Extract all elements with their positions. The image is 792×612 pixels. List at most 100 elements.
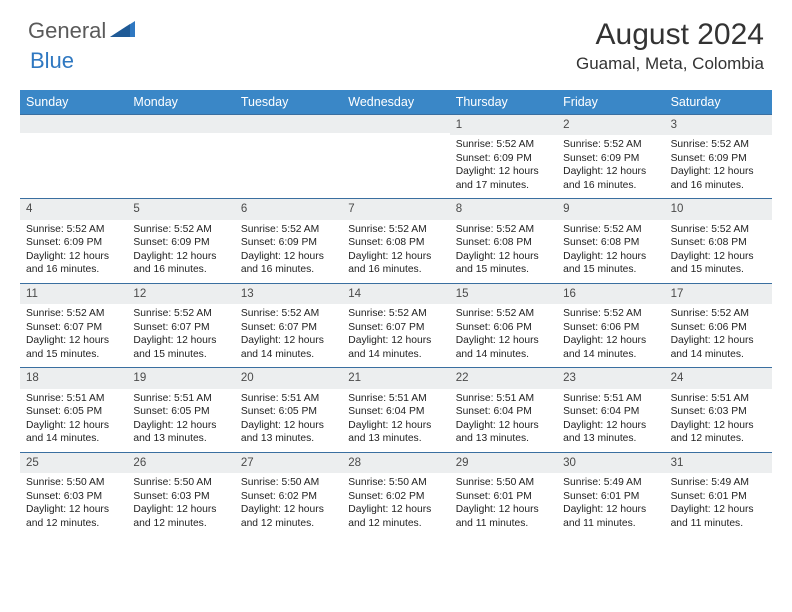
calendar-week-row: 18Sunrise: 5:51 AMSunset: 6:05 PMDayligh… [20,367,772,451]
calendar-day-cell: 17Sunrise: 5:52 AMSunset: 6:06 PMDayligh… [665,284,772,367]
calendar-day-cell: 24Sunrise: 5:51 AMSunset: 6:03 PMDayligh… [665,368,772,451]
weekday-header: Friday [557,90,664,114]
day-details: Sunrise: 5:52 AMSunset: 6:08 PMDaylight:… [342,220,449,283]
day-number: 23 [557,368,664,388]
day-number: 5 [127,199,234,219]
calendar-day-cell: 21Sunrise: 5:51 AMSunset: 6:04 PMDayligh… [342,368,449,451]
logo-triangle-icon [110,18,136,44]
calendar-day-cell: 12Sunrise: 5:52 AMSunset: 6:07 PMDayligh… [127,284,234,367]
calendar-day-cell: 2Sunrise: 5:52 AMSunset: 6:09 PMDaylight… [557,115,664,198]
day-number: 18 [20,368,127,388]
calendar-day-cell: 26Sunrise: 5:50 AMSunset: 6:03 PMDayligh… [127,453,234,536]
calendar-day-cell: 3Sunrise: 5:52 AMSunset: 6:09 PMDaylight… [665,115,772,198]
calendar-day-cell [235,115,342,198]
day-number: 4 [20,199,127,219]
calendar-day-cell: 4Sunrise: 5:52 AMSunset: 6:09 PMDaylight… [20,199,127,282]
weekday-header: Thursday [450,90,557,114]
day-number: 1 [450,115,557,135]
day-number: 31 [665,453,772,473]
logo-text-blue: Blue [30,48,74,74]
day-details: Sunrise: 5:52 AMSunset: 6:09 PMDaylight:… [127,220,234,283]
calendar-day-cell: 10Sunrise: 5:52 AMSunset: 6:08 PMDayligh… [665,199,772,282]
calendar-day-cell: 25Sunrise: 5:50 AMSunset: 6:03 PMDayligh… [20,453,127,536]
day-number [127,115,234,133]
day-number: 25 [20,453,127,473]
calendar-day-cell: 29Sunrise: 5:50 AMSunset: 6:01 PMDayligh… [450,453,557,536]
day-details: Sunrise: 5:52 AMSunset: 6:07 PMDaylight:… [235,304,342,367]
day-number: 14 [342,284,449,304]
calendar-day-cell: 31Sunrise: 5:49 AMSunset: 6:01 PMDayligh… [665,453,772,536]
day-details: Sunrise: 5:52 AMSunset: 6:06 PMDaylight:… [557,304,664,367]
day-details: Sunrise: 5:51 AMSunset: 6:05 PMDaylight:… [20,389,127,452]
weekday-header: Monday [127,90,234,114]
day-details: Sunrise: 5:52 AMSunset: 6:09 PMDaylight:… [235,220,342,283]
calendar-day-cell: 9Sunrise: 5:52 AMSunset: 6:08 PMDaylight… [557,199,664,282]
calendar-day-cell: 20Sunrise: 5:51 AMSunset: 6:05 PMDayligh… [235,368,342,451]
calendar-day-cell: 19Sunrise: 5:51 AMSunset: 6:05 PMDayligh… [127,368,234,451]
day-details: Sunrise: 5:49 AMSunset: 6:01 PMDaylight:… [557,473,664,536]
day-number [342,115,449,133]
day-details: Sunrise: 5:50 AMSunset: 6:01 PMDaylight:… [450,473,557,536]
day-number: 21 [342,368,449,388]
day-number [235,115,342,133]
weekday-header-row: SundayMondayTuesdayWednesdayThursdayFrid… [20,90,772,114]
day-number: 6 [235,199,342,219]
month-title: August 2024 [576,18,764,52]
day-details: Sunrise: 5:50 AMSunset: 6:03 PMDaylight:… [127,473,234,536]
day-number: 19 [127,368,234,388]
calendar-day-cell: 11Sunrise: 5:52 AMSunset: 6:07 PMDayligh… [20,284,127,367]
day-number: 20 [235,368,342,388]
calendar-day-cell: 15Sunrise: 5:52 AMSunset: 6:06 PMDayligh… [450,284,557,367]
day-number: 12 [127,284,234,304]
day-details: Sunrise: 5:52 AMSunset: 6:09 PMDaylight:… [665,135,772,198]
day-number: 11 [20,284,127,304]
calendar-day-cell: 7Sunrise: 5:52 AMSunset: 6:08 PMDaylight… [342,199,449,282]
day-number: 29 [450,453,557,473]
day-details: Sunrise: 5:52 AMSunset: 6:09 PMDaylight:… [557,135,664,198]
day-details: Sunrise: 5:50 AMSunset: 6:03 PMDaylight:… [20,473,127,536]
day-details: Sunrise: 5:52 AMSunset: 6:07 PMDaylight:… [127,304,234,367]
calendar-day-cell: 1Sunrise: 5:52 AMSunset: 6:09 PMDaylight… [450,115,557,198]
day-number: 28 [342,453,449,473]
day-details: Sunrise: 5:51 AMSunset: 6:05 PMDaylight:… [235,389,342,452]
day-number: 17 [665,284,772,304]
day-number: 13 [235,284,342,304]
day-number: 8 [450,199,557,219]
page-header: General August 2024 Guamal, Meta, Colomb… [0,0,792,82]
day-details: Sunrise: 5:52 AMSunset: 6:07 PMDaylight:… [20,304,127,367]
calendar-week-row: 1Sunrise: 5:52 AMSunset: 6:09 PMDaylight… [20,114,772,198]
day-details: Sunrise: 5:52 AMSunset: 6:08 PMDaylight:… [557,220,664,283]
day-number: 27 [235,453,342,473]
calendar-day-cell: 18Sunrise: 5:51 AMSunset: 6:05 PMDayligh… [20,368,127,451]
day-details: Sunrise: 5:50 AMSunset: 6:02 PMDaylight:… [235,473,342,536]
calendar: SundayMondayTuesdayWednesdayThursdayFrid… [20,90,772,536]
calendar-day-cell: 30Sunrise: 5:49 AMSunset: 6:01 PMDayligh… [557,453,664,536]
calendar-day-cell [20,115,127,198]
calendar-week-row: 4Sunrise: 5:52 AMSunset: 6:09 PMDaylight… [20,198,772,282]
day-details: Sunrise: 5:51 AMSunset: 6:04 PMDaylight:… [557,389,664,452]
day-number: 26 [127,453,234,473]
title-block: August 2024 Guamal, Meta, Colombia [576,18,764,74]
weekday-header: Saturday [665,90,772,114]
day-number: 16 [557,284,664,304]
calendar-day-cell: 27Sunrise: 5:50 AMSunset: 6:02 PMDayligh… [235,453,342,536]
day-details: Sunrise: 5:52 AMSunset: 6:08 PMDaylight:… [665,220,772,283]
day-details: Sunrise: 5:52 AMSunset: 6:07 PMDaylight:… [342,304,449,367]
location-subtitle: Guamal, Meta, Colombia [576,54,764,74]
day-details: Sunrise: 5:52 AMSunset: 6:06 PMDaylight:… [450,304,557,367]
calendar-day-cell: 8Sunrise: 5:52 AMSunset: 6:08 PMDaylight… [450,199,557,282]
calendar-day-cell: 28Sunrise: 5:50 AMSunset: 6:02 PMDayligh… [342,453,449,536]
calendar-day-cell: 14Sunrise: 5:52 AMSunset: 6:07 PMDayligh… [342,284,449,367]
day-number: 3 [665,115,772,135]
day-details: Sunrise: 5:52 AMSunset: 6:06 PMDaylight:… [665,304,772,367]
day-number: 10 [665,199,772,219]
day-number: 2 [557,115,664,135]
day-number: 30 [557,453,664,473]
day-details: Sunrise: 5:51 AMSunset: 6:04 PMDaylight:… [342,389,449,452]
calendar-week-row: 25Sunrise: 5:50 AMSunset: 6:03 PMDayligh… [20,452,772,536]
calendar-day-cell: 23Sunrise: 5:51 AMSunset: 6:04 PMDayligh… [557,368,664,451]
day-number: 22 [450,368,557,388]
weekday-header: Tuesday [235,90,342,114]
logo: General [28,18,136,44]
day-details: Sunrise: 5:52 AMSunset: 6:09 PMDaylight:… [20,220,127,283]
